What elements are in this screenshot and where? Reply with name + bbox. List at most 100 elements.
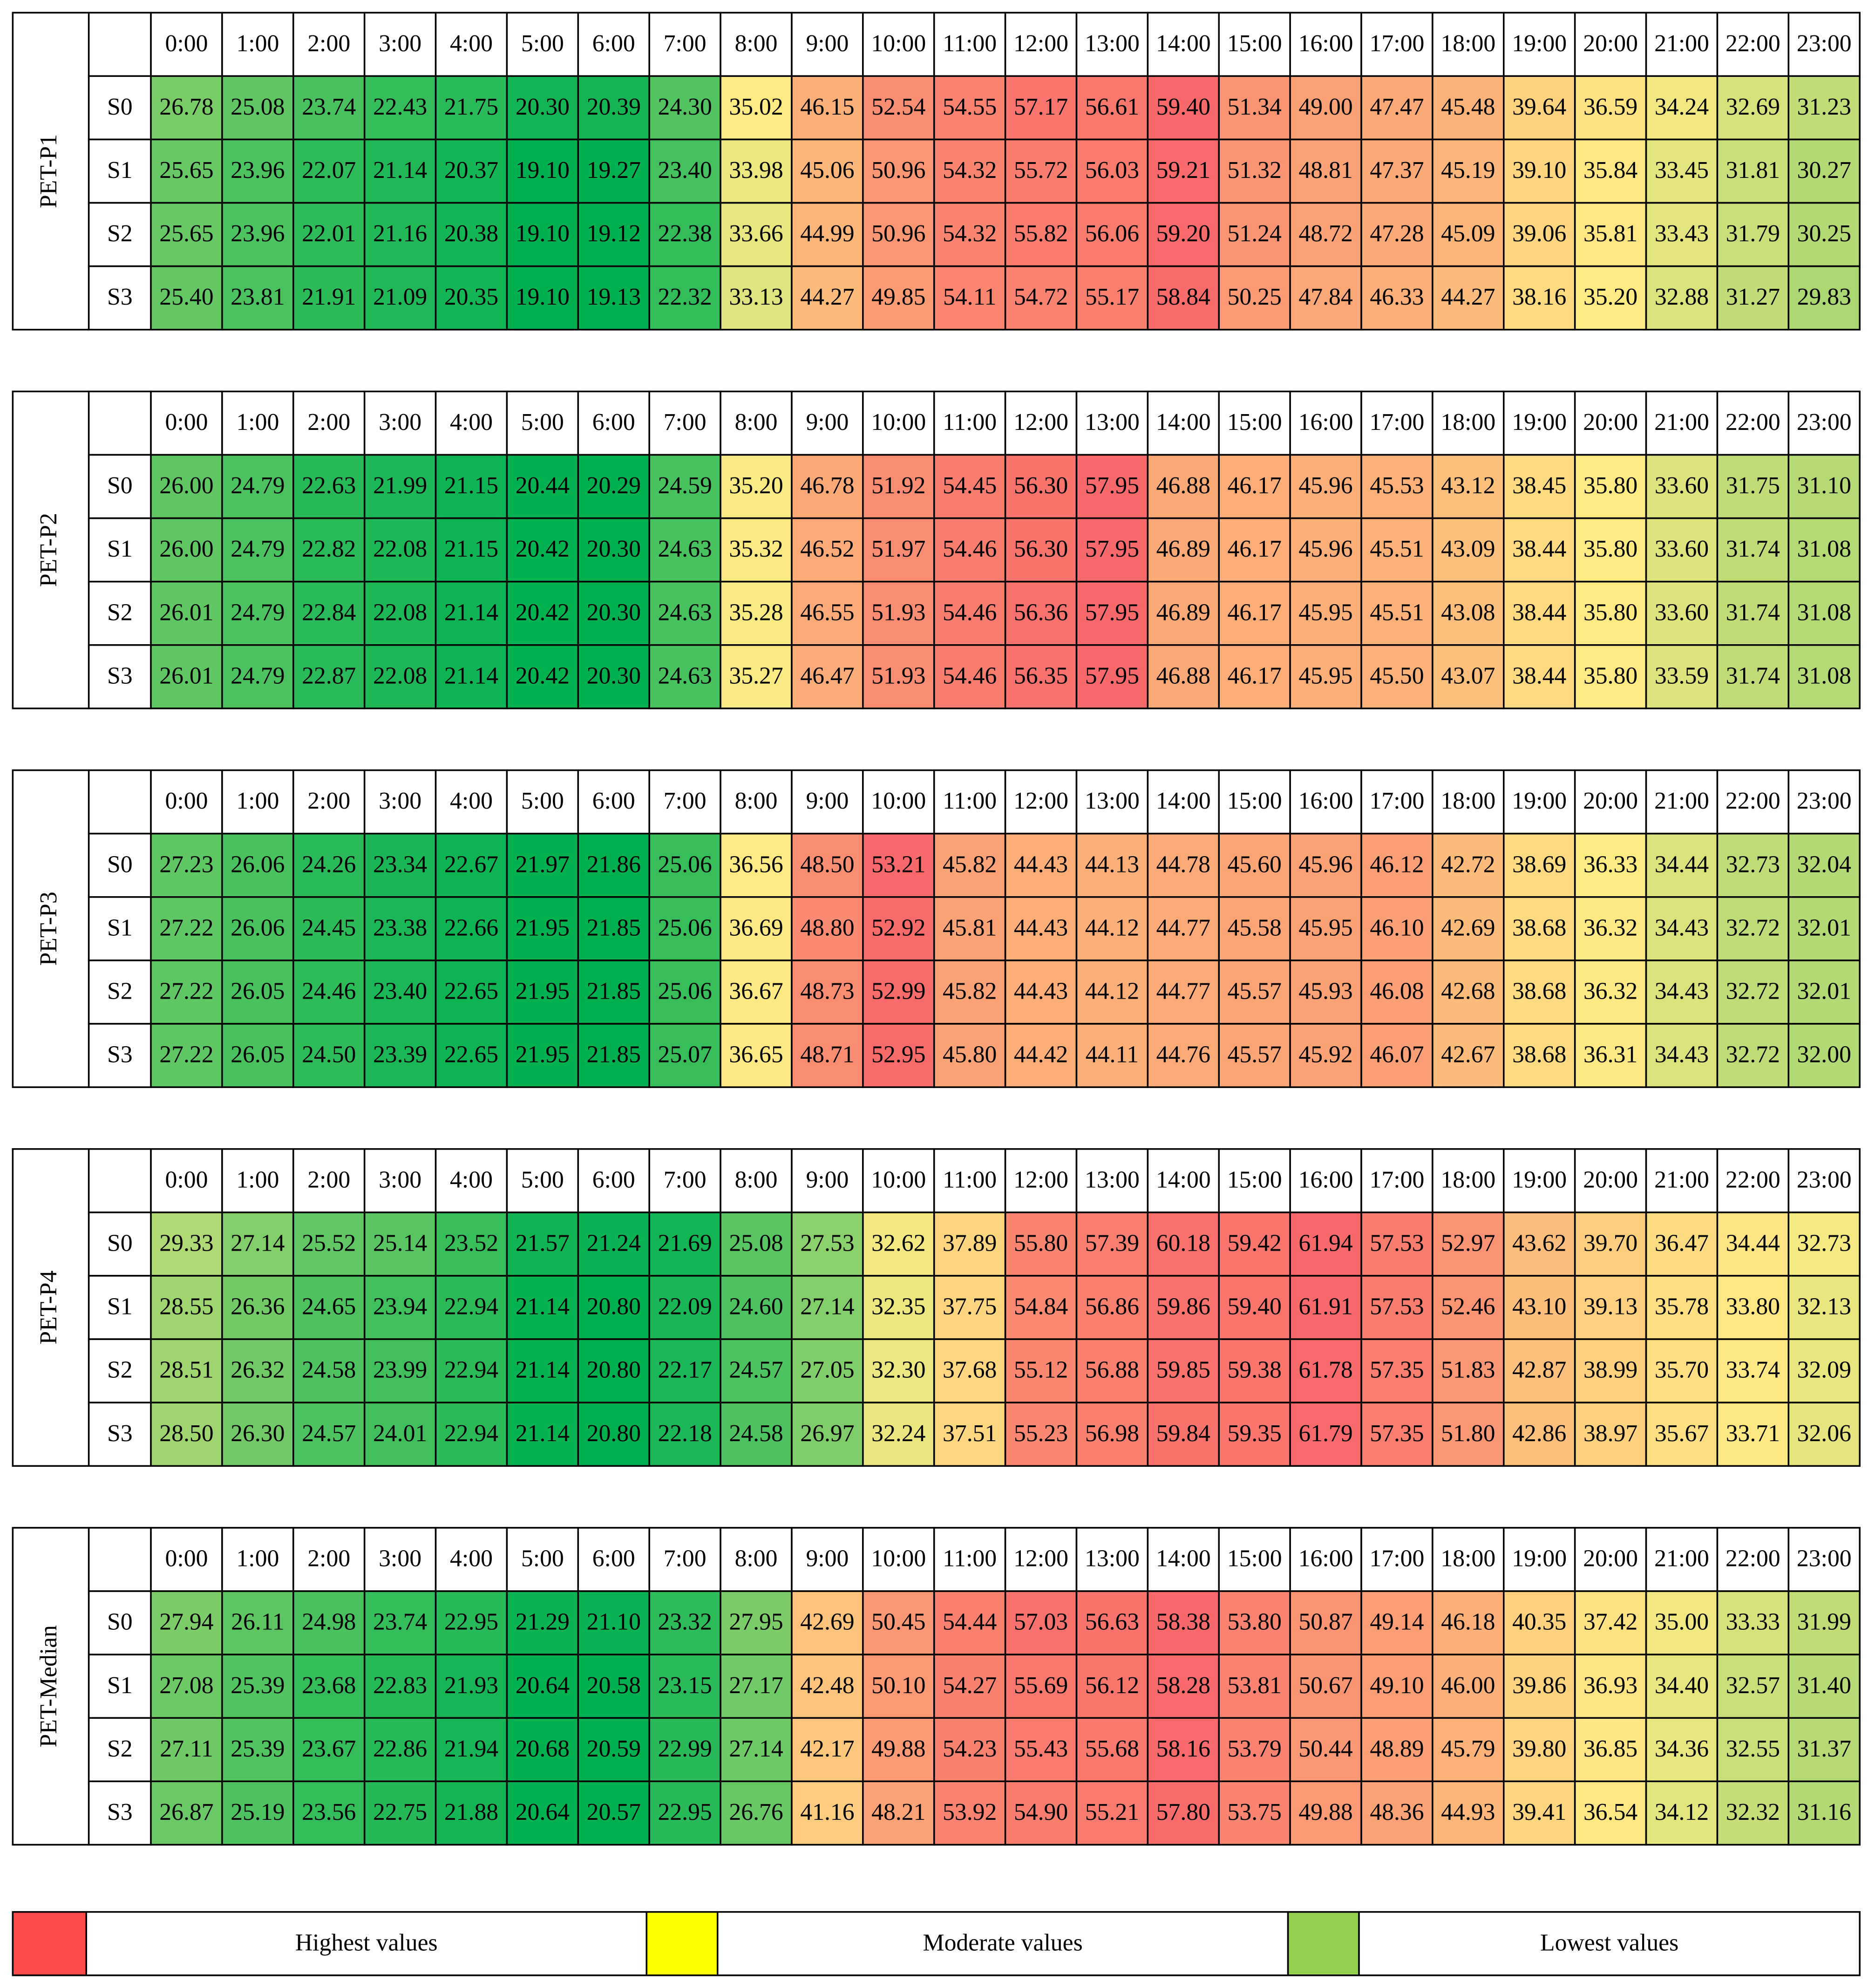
cell (1574, 580, 1647, 646)
column-header: 2:00 (307, 1166, 350, 1193)
header-cell (1289, 390, 1362, 456)
cell-value: 46.89 (1156, 536, 1210, 562)
column-header: 11:00 (943, 1166, 997, 1193)
cell (862, 896, 935, 961)
cell-value: 45.82 (943, 978, 997, 1004)
cell-value: 26.06 (231, 851, 285, 878)
column-header: 13:00 (1085, 30, 1140, 57)
cell (1289, 1338, 1362, 1403)
header-cell (1503, 1148, 1576, 1213)
column-header: 7:00 (664, 788, 707, 814)
cell-value: 38.68 (1512, 1042, 1566, 1068)
column-header: 16:00 (1298, 788, 1353, 814)
cell-value: 20.68 (516, 1736, 570, 1762)
row-label: S2 (107, 1736, 133, 1762)
cell (506, 1402, 579, 1467)
cell-value: 21.91 (302, 284, 356, 310)
cell-value: 57.95 (1085, 662, 1139, 689)
cell (435, 1275, 508, 1340)
cell (1218, 1338, 1291, 1403)
cell (791, 1023, 864, 1088)
cell-value: 57.95 (1085, 599, 1139, 626)
column-header: 1:00 (236, 1166, 279, 1193)
cell (1147, 265, 1220, 331)
cell (292, 1275, 366, 1340)
header-cell (648, 769, 721, 835)
cell-value: 26.05 (231, 1042, 285, 1068)
cell-value: 44.43 (1014, 978, 1068, 1004)
cell-value: 20.58 (587, 1672, 641, 1699)
header-cell (577, 769, 650, 835)
cell (1716, 644, 1790, 709)
cell (1503, 1780, 1576, 1846)
cell-value: 32.73 (1797, 1230, 1851, 1256)
column-header: 0:00 (165, 788, 208, 814)
cell-value: 26.76 (729, 1799, 783, 1825)
cell (1787, 1275, 1861, 1340)
cell (1787, 138, 1861, 204)
cell-value: 45.95 (1298, 662, 1352, 689)
cell (1360, 1402, 1433, 1467)
cell-value: 33.60 (1655, 536, 1709, 562)
cell-value: 46.07 (1370, 1042, 1424, 1068)
cell-value: 39.06 (1512, 220, 1566, 247)
cell-value: 35.02 (729, 94, 783, 120)
cell-value: 44.27 (800, 284, 854, 310)
cell (1147, 832, 1220, 898)
cell-value: 27.53 (800, 1230, 854, 1256)
cell-value: 27.14 (800, 1294, 854, 1320)
cell-value: 46.12 (1370, 851, 1424, 878)
cell-value: 21.14 (516, 1357, 570, 1383)
cell (862, 75, 935, 141)
cell-value: 39.10 (1512, 157, 1566, 184)
cell (1289, 896, 1362, 961)
header-cell (862, 12, 935, 77)
cell-value: 48.81 (1298, 157, 1352, 184)
cell-value: 23.94 (373, 1294, 427, 1320)
cell-value: 27.94 (159, 1609, 213, 1635)
cell-value: 23.40 (373, 978, 427, 1004)
cell (862, 1717, 935, 1783)
cell (648, 265, 721, 331)
cell (648, 1590, 721, 1655)
column-header: 18:00 (1440, 409, 1495, 436)
cell-value: 55.12 (1014, 1357, 1068, 1383)
cell-value: 43.12 (1441, 472, 1495, 499)
cell-value: 56.61 (1085, 94, 1139, 120)
cell (1289, 517, 1362, 583)
cell-value: 34.43 (1655, 978, 1709, 1004)
cell (1432, 960, 1505, 1025)
column-header: 23:00 (1797, 1166, 1852, 1193)
header-cell (1645, 1527, 1719, 1592)
cell (1503, 1402, 1576, 1467)
cell (1574, 960, 1647, 1025)
column-header: 4:00 (450, 30, 493, 57)
cell-value: 48.36 (1370, 1799, 1424, 1825)
header-cell (1147, 769, 1220, 835)
cell-value: 22.83 (373, 1672, 427, 1699)
cell (292, 1402, 366, 1467)
row-label-cell (88, 1338, 152, 1403)
cell-value: 49.14 (1370, 1609, 1424, 1635)
cell (221, 1780, 294, 1846)
column-header: 21:00 (1654, 1166, 1709, 1193)
table-label-cell (12, 769, 90, 1088)
cell (1432, 1338, 1505, 1403)
cell-value: 46.17 (1228, 536, 1282, 562)
cell-value: 58.28 (1156, 1672, 1210, 1699)
cell (150, 202, 223, 267)
cell-value: 23.74 (373, 1609, 427, 1635)
column-header: 12:00 (1013, 1545, 1068, 1572)
cell (720, 644, 793, 709)
row-label-cell (88, 1780, 152, 1846)
cell-value: 45.48 (1441, 94, 1495, 120)
cell (1075, 960, 1149, 1025)
cell (720, 265, 793, 331)
cell-value: 35.78 (1655, 1294, 1709, 1320)
cell (435, 1780, 508, 1846)
cell-value: 24.79 (231, 599, 285, 626)
column-header: 12:00 (1013, 30, 1068, 57)
cell-value: 53.92 (943, 1799, 997, 1825)
cell-value: 32.35 (871, 1294, 925, 1320)
